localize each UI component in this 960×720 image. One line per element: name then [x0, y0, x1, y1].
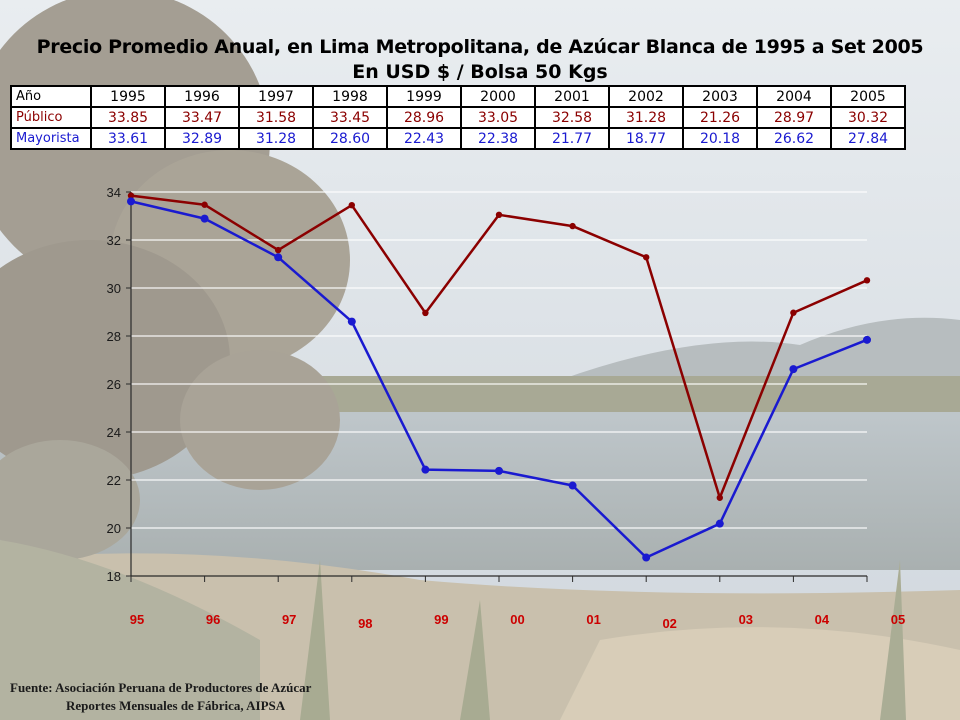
data-point: [568, 481, 577, 490]
year-cell: 1995: [90, 85, 166, 108]
value-cell: 32.58: [534, 106, 610, 129]
value-cell: 31.28: [608, 106, 684, 129]
row-label-mayorista: Mayorista: [10, 127, 92, 150]
data-point: [863, 277, 871, 284]
value-cell: 30.32: [830, 106, 906, 129]
value-cell: 33.85: [90, 106, 166, 129]
value-cell: 27.84: [830, 127, 906, 150]
value-cell: 31.58: [238, 106, 314, 129]
value-cell: 21.77: [534, 127, 610, 150]
table-row-years: Año 1995 1996 1997 1998 1999 2000 2001 2…: [10, 85, 906, 108]
data-point: [127, 192, 135, 199]
data-point: [642, 553, 651, 562]
year-cell: 2000: [460, 85, 536, 108]
x-tick-label: 03: [739, 612, 753, 627]
y-tick-label: 34: [107, 185, 121, 200]
chart-subtitle: En USD $ / Bolsa 50 Kgs: [352, 61, 608, 83]
x-tick-label: 05: [891, 612, 905, 627]
data-point: [863, 335, 871, 344]
value-cell: 20.18: [682, 127, 758, 150]
data-point: [201, 201, 208, 208]
data-point: [643, 254, 650, 261]
x-tick-label: 99: [434, 612, 448, 627]
year-cell: 1998: [312, 85, 388, 108]
x-tick-label: 95: [130, 612, 144, 627]
data-point: [348, 202, 355, 209]
value-cell: 28.96: [386, 106, 462, 129]
table-row-publico: Público 33.85 33.47 31.58 33.45 28.96 33…: [10, 106, 906, 129]
year-cell: 1999: [386, 85, 462, 108]
series-line-mayorista: [130, 200, 868, 559]
y-tick-label: 18: [107, 569, 121, 584]
y-tick-label: 24: [107, 425, 121, 440]
data-point: [422, 309, 429, 317]
year-header-cell: Año: [10, 85, 92, 108]
year-cell: 2002: [608, 85, 684, 108]
value-cell: 22.38: [460, 127, 536, 150]
data-point: [715, 519, 724, 528]
data-point: [789, 365, 798, 374]
data-table: Año 1995 1996 1997 1998 1999 2000 2001 2…: [10, 85, 906, 150]
x-tick-label: 96: [206, 612, 220, 627]
year-cell: 2001: [534, 85, 610, 108]
x-tick-label: 02: [662, 616, 676, 631]
value-cell: 33.05: [460, 106, 536, 129]
y-tick-label: 28: [107, 329, 121, 344]
value-cell: 21.26: [682, 106, 758, 129]
value-cell: 31.28: [238, 127, 314, 150]
year-cell: 2005: [830, 85, 906, 108]
x-tick-label: 97: [282, 612, 296, 627]
y-tick-label: 22: [107, 473, 121, 488]
y-tick-label: 32: [107, 233, 121, 248]
value-cell: 22.43: [386, 127, 462, 150]
year-cell: 1996: [164, 85, 240, 108]
x-tick-label: 98: [358, 616, 372, 631]
value-cell: 33.45: [312, 106, 388, 129]
value-cell: 28.97: [756, 106, 832, 129]
data-point: [421, 465, 430, 474]
data-point: [790, 309, 797, 316]
value-cell: 18.77: [608, 127, 684, 150]
data-point: [495, 211, 503, 218]
year-cell: 1997: [238, 85, 314, 108]
value-cell: 33.47: [164, 106, 240, 129]
series-line-publico: [130, 194, 868, 500]
data-point: [200, 214, 209, 223]
value-cell: 32.89: [164, 127, 240, 150]
data-point: [275, 246, 282, 254]
y-tick-label: 20: [107, 521, 121, 536]
data-point: [495, 466, 503, 475]
x-tick-label: 00: [510, 612, 524, 627]
data-point: [274, 253, 283, 262]
y-tick-label: 26: [107, 377, 121, 392]
table-row-mayorista: Mayorista 33.61 32.89 31.28 28.60 22.43 …: [10, 127, 906, 150]
row-label-publico: Público: [10, 106, 92, 129]
value-cell: 26.62: [756, 127, 832, 150]
x-tick-label: 04: [815, 612, 830, 627]
year-cell: 2003: [682, 85, 758, 108]
data-point: [569, 222, 576, 230]
x-tick-label: 01: [586, 612, 600, 627]
data-point: [127, 197, 135, 206]
source-line-1: Fuente: Asociación Peruana de Productore…: [10, 680, 312, 695]
value-cell: 28.60: [312, 127, 388, 150]
data-point: [347, 317, 356, 326]
data-point: [716, 494, 723, 501]
y-tick-label: 30: [107, 281, 121, 296]
source-line-2: Reportes Mensuales de Fábrica, AIPSA: [66, 698, 286, 713]
value-cell: 33.61: [90, 127, 166, 150]
year-cell: 2004: [756, 85, 832, 108]
chart-title: Precio Promedio Anual, en Lima Metropoli…: [36, 36, 924, 58]
